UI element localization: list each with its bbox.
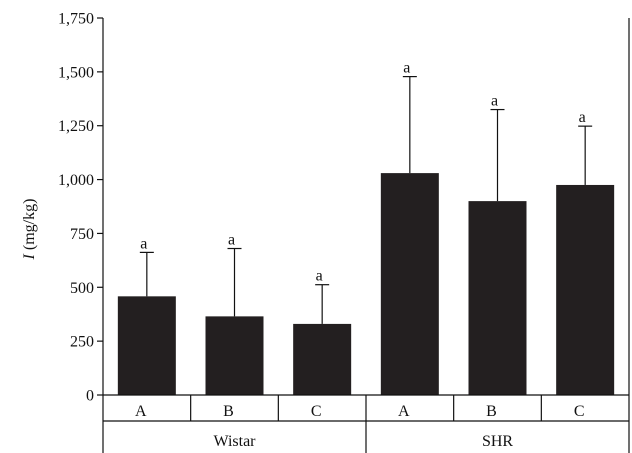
x-category-label: B [486, 403, 497, 420]
x-axis: A B C Wistar A B C SHR [103, 395, 629, 453]
bar [205, 316, 264, 395]
y-tick-label: 0 [86, 388, 94, 405]
bar [380, 173, 439, 395]
bar [556, 184, 615, 395]
y-axis-title: I (mg/kg) [21, 199, 38, 261]
x-category-label: A [135, 403, 147, 420]
bar [293, 323, 352, 395]
y-tick-label: 1,000 [58, 172, 94, 189]
significance-label: a [140, 235, 147, 252]
y-axis-title-unit: (mg/kg) [21, 199, 38, 255]
significance-label: a [403, 60, 410, 77]
y-axis: 0 250 500 750 1,000 1,250 1,500 1,750 [58, 11, 103, 405]
significance-label: a [491, 93, 498, 110]
y-tick-label: 1,250 [58, 118, 94, 135]
x-group-label: SHR [482, 433, 513, 450]
y-tick-label: 1,500 [58, 64, 94, 81]
y-axis-title-italic: I [21, 253, 38, 260]
x-category-label: C [311, 403, 322, 420]
x-category-label: B [223, 403, 234, 420]
x-category-label: A [398, 403, 410, 420]
y-tick-label: 250 [70, 334, 94, 351]
significance-label: a [316, 268, 323, 285]
x-category-label: C [574, 403, 585, 420]
y-tick-label: 750 [70, 226, 94, 243]
bar [117, 296, 176, 395]
y-tick-label: 500 [70, 280, 94, 297]
bar [468, 201, 527, 395]
significance-label: a [228, 232, 235, 249]
x-group-label: Wistar [213, 433, 256, 450]
bars: a a a a a a [117, 60, 615, 395]
significance-label: a [579, 109, 586, 126]
y-tick-label: 1,750 [58, 11, 94, 28]
axis-frame [102, 18, 630, 453]
